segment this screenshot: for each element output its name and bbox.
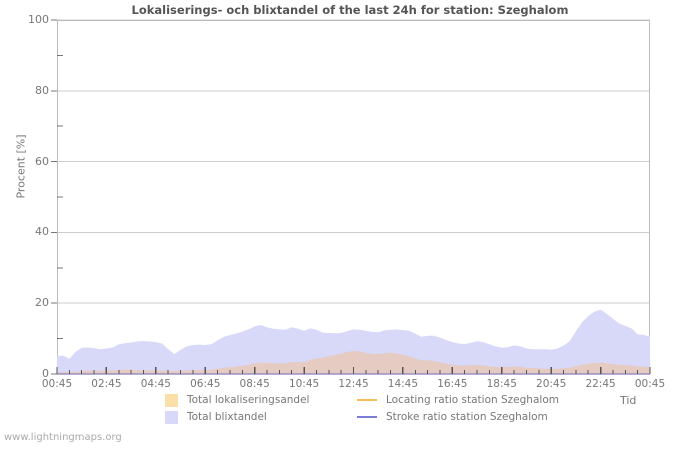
watermark: www.lightningmaps.org	[4, 432, 122, 443]
chart-title: Lokaliserings- och blixtandel of the las…	[131, 3, 569, 17]
legend-item[interactable]: Locating ratio station Szeghalom	[357, 392, 559, 408]
x-tick-label: 18:45	[486, 378, 517, 390]
x-tick-label: 00:45	[41, 378, 73, 390]
legend-label: Total lokaliseringsandel	[187, 394, 310, 406]
legend-item[interactable]: Total blixtandel	[165, 409, 267, 425]
legend-line-icon	[357, 399, 377, 401]
legend-swatch-icon	[165, 393, 178, 407]
y-tick-label: 100	[28, 13, 49, 26]
y-tick-label: 0	[42, 367, 49, 380]
y-tick-label: 20	[35, 296, 49, 310]
legend-label: Stroke ratio station Szeghalom	[386, 411, 548, 423]
y-tick-label: 40	[35, 225, 49, 239]
x-tick-label: 22:45	[585, 378, 616, 390]
y-tick-label: 80	[35, 83, 49, 97]
x-tick-label: 14:45	[387, 378, 419, 390]
legend-line-icon	[357, 416, 377, 418]
x-axis-label: Tid	[620, 394, 637, 407]
y-tick-label: 60	[35, 154, 49, 168]
legend-item[interactable]: Stroke ratio station Szeghalom	[357, 409, 548, 425]
x-tick-label: 04:45	[140, 378, 171, 390]
legend-label: Locating ratio station Szeghalom	[386, 394, 559, 406]
x-tick-label: 10:45	[288, 378, 320, 390]
legend-swatch-icon	[165, 410, 178, 424]
x-tick-label: 00:45	[634, 378, 666, 390]
chart-legend: Total lokaliseringsandel Total blixtandel…	[165, 392, 645, 428]
legend-label: Total blixtandel	[187, 411, 267, 423]
x-tick-label: 06:45	[190, 378, 221, 390]
x-tick-label: 20:45	[536, 378, 567, 390]
legend-item[interactable]: Total lokaliseringsandel	[165, 392, 309, 408]
area-total-blixtandel	[57, 309, 650, 374]
x-tick-label: 02:45	[91, 378, 122, 390]
x-tick-label: 16:45	[437, 378, 468, 390]
x-tick-label: 12:45	[338, 378, 369, 390]
x-tick-label: 08:45	[239, 378, 270, 390]
